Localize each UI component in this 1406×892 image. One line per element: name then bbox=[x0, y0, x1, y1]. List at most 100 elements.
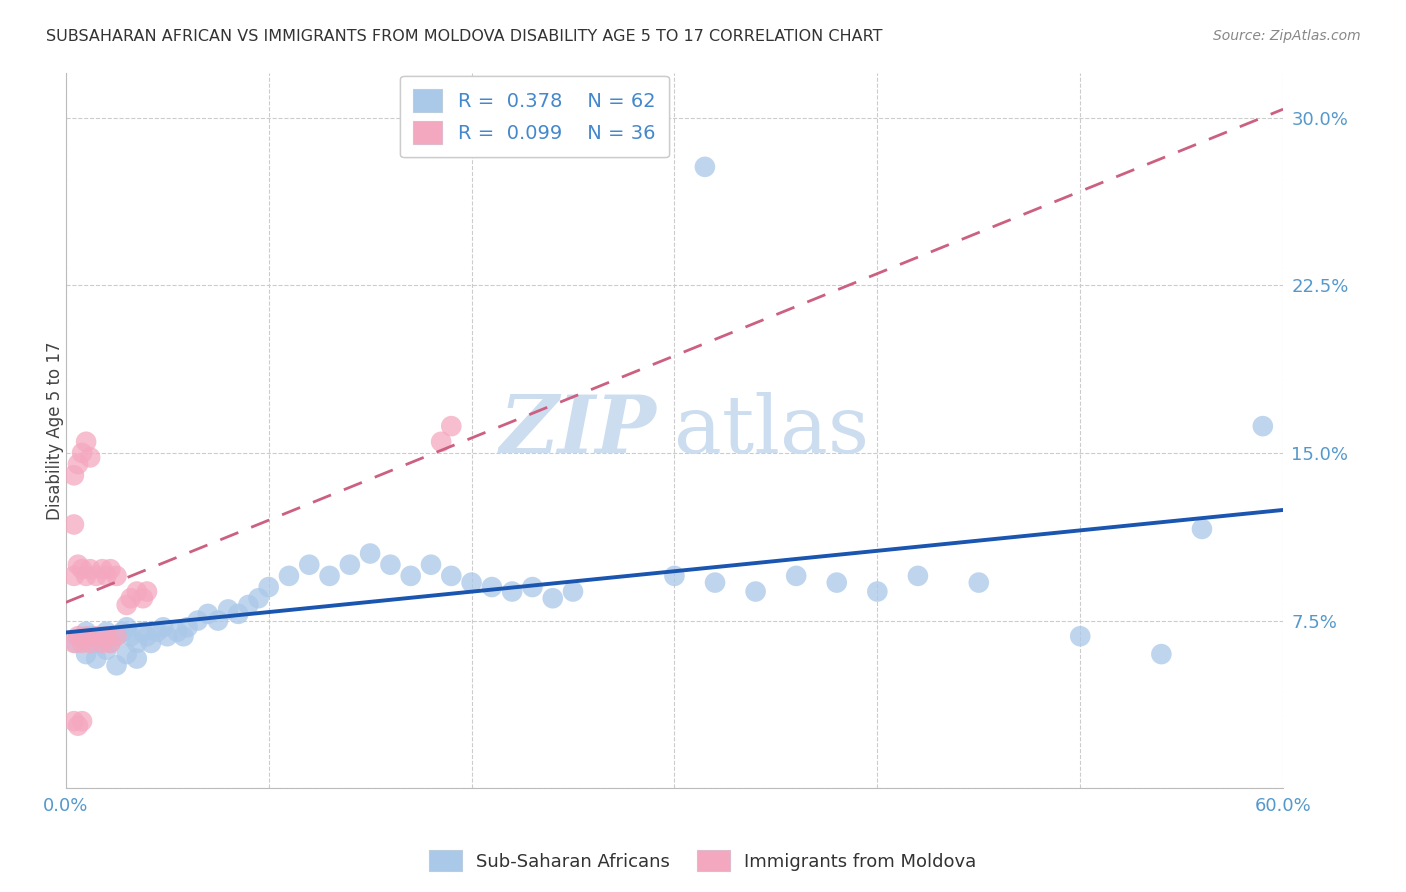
Point bbox=[111, 624, 134, 639]
Point bbox=[84, 629, 107, 643]
Point bbox=[84, 651, 107, 665]
Point bbox=[115, 647, 138, 661]
Point bbox=[318, 569, 340, 583]
Point bbox=[967, 575, 990, 590]
Point bbox=[79, 450, 101, 465]
Point bbox=[132, 624, 155, 639]
Point bbox=[1150, 647, 1173, 661]
Point bbox=[84, 569, 107, 583]
Point bbox=[399, 569, 422, 583]
Point bbox=[79, 636, 101, 650]
Point bbox=[120, 591, 142, 606]
Point bbox=[100, 636, 122, 650]
Point bbox=[105, 658, 128, 673]
Point bbox=[66, 457, 89, 471]
Point bbox=[176, 620, 198, 634]
Point bbox=[66, 629, 89, 643]
Point bbox=[197, 607, 219, 621]
Point bbox=[481, 580, 503, 594]
Point bbox=[907, 569, 929, 583]
Point bbox=[380, 558, 402, 572]
Point bbox=[278, 569, 301, 583]
Point bbox=[75, 647, 97, 661]
Point bbox=[63, 636, 86, 650]
Point bbox=[66, 558, 89, 572]
Point bbox=[226, 607, 249, 621]
Point bbox=[66, 719, 89, 733]
Point bbox=[75, 629, 97, 643]
Point bbox=[63, 517, 86, 532]
Point bbox=[298, 558, 321, 572]
Point bbox=[430, 434, 453, 449]
Point bbox=[91, 629, 114, 643]
Point bbox=[146, 624, 169, 639]
Text: SUBSAHARAN AFRICAN VS IMMIGRANTS FROM MOLDOVA DISABILITY AGE 5 TO 17 CORRELATION: SUBSAHARAN AFRICAN VS IMMIGRANTS FROM MO… bbox=[46, 29, 883, 44]
Point bbox=[96, 624, 118, 639]
Point bbox=[440, 569, 463, 583]
Point bbox=[75, 624, 97, 639]
Point bbox=[704, 575, 727, 590]
Point bbox=[79, 562, 101, 576]
Point bbox=[1191, 522, 1213, 536]
Point bbox=[125, 651, 148, 665]
Point bbox=[91, 636, 114, 650]
Point bbox=[152, 620, 174, 634]
Point bbox=[70, 562, 93, 576]
Point bbox=[125, 636, 148, 650]
Point bbox=[132, 591, 155, 606]
Point bbox=[744, 584, 766, 599]
Point bbox=[166, 624, 188, 639]
Point bbox=[339, 558, 361, 572]
Point bbox=[522, 580, 544, 594]
Point bbox=[825, 575, 848, 590]
Point bbox=[105, 569, 128, 583]
Point bbox=[785, 569, 807, 583]
Point bbox=[115, 620, 138, 634]
Text: Source: ZipAtlas.com: Source: ZipAtlas.com bbox=[1213, 29, 1361, 43]
Point bbox=[257, 580, 280, 594]
Point bbox=[75, 434, 97, 449]
Point bbox=[105, 629, 128, 643]
Text: ZIP: ZIP bbox=[499, 392, 657, 469]
Point bbox=[136, 584, 159, 599]
Point bbox=[96, 642, 118, 657]
Point bbox=[79, 629, 101, 643]
Point bbox=[541, 591, 564, 606]
Point bbox=[100, 636, 122, 650]
Point bbox=[105, 629, 128, 643]
Point bbox=[156, 629, 179, 643]
Point bbox=[115, 598, 138, 612]
Point bbox=[359, 547, 381, 561]
Point bbox=[562, 584, 585, 599]
Point bbox=[1251, 419, 1274, 434]
Point bbox=[65, 636, 87, 650]
Text: atlas: atlas bbox=[675, 392, 869, 469]
Point bbox=[440, 419, 463, 434]
Point bbox=[100, 562, 122, 576]
Point bbox=[63, 468, 86, 483]
Point bbox=[693, 160, 716, 174]
Y-axis label: Disability Age 5 to 17: Disability Age 5 to 17 bbox=[46, 342, 63, 520]
Point bbox=[84, 636, 107, 650]
Point bbox=[172, 629, 194, 643]
Point bbox=[70, 446, 93, 460]
Point bbox=[664, 569, 686, 583]
Point bbox=[247, 591, 270, 606]
Point bbox=[63, 714, 86, 728]
Point bbox=[136, 629, 159, 643]
Point bbox=[91, 562, 114, 576]
Point bbox=[96, 569, 118, 583]
Point bbox=[238, 598, 260, 612]
Point bbox=[125, 584, 148, 599]
Point bbox=[187, 614, 209, 628]
Point bbox=[207, 614, 229, 628]
Point bbox=[70, 636, 93, 650]
Point bbox=[75, 569, 97, 583]
Legend: R =  0.378    N = 62, R =  0.099    N = 36: R = 0.378 N = 62, R = 0.099 N = 36 bbox=[399, 76, 669, 157]
Point bbox=[501, 584, 523, 599]
Point bbox=[460, 575, 482, 590]
Point bbox=[139, 636, 162, 650]
Point bbox=[866, 584, 889, 599]
Point bbox=[96, 629, 118, 643]
Point bbox=[217, 602, 239, 616]
